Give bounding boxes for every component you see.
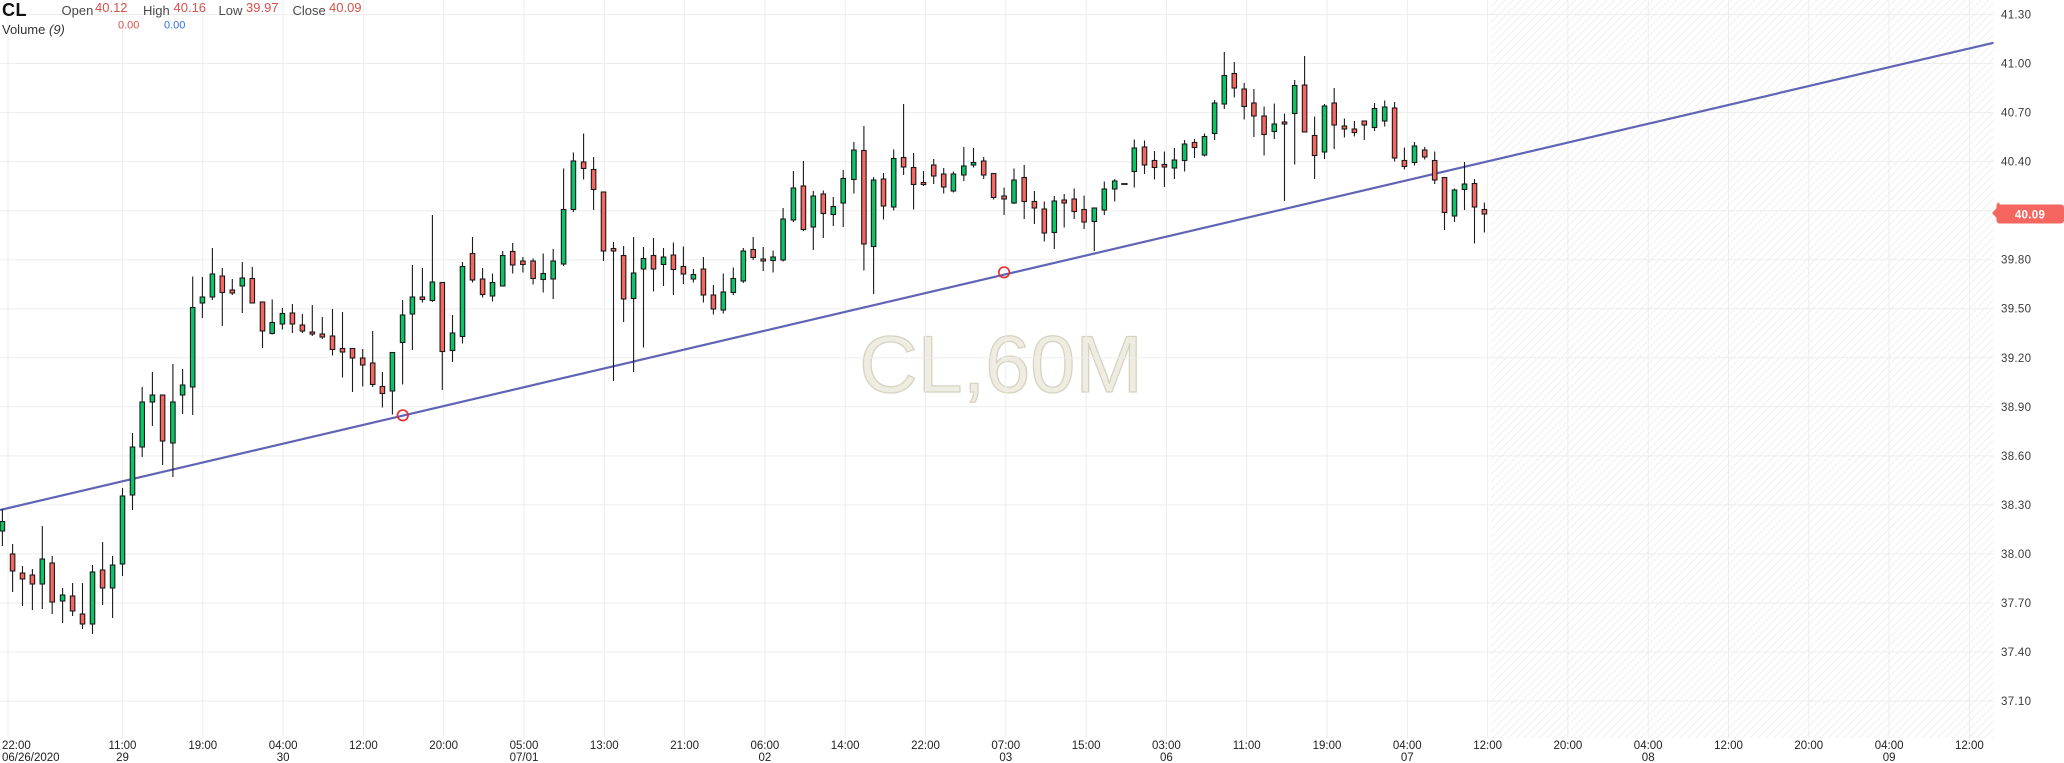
svg-text:41.30: 41.30 [2001,10,2031,22]
svg-text:02: 02 [759,752,772,763]
svg-text:07: 07 [1401,752,1414,763]
svg-text:Open: Open [62,3,94,18]
svg-text:22:00: 22:00 [911,740,940,752]
svg-text:20:00: 20:00 [1794,740,1823,752]
svg-text:04:00: 04:00 [269,740,298,752]
svg-text:06: 06 [1160,752,1173,763]
svg-text:22:00: 22:00 [2,740,31,752]
svg-text:37.40: 37.40 [2001,647,2031,659]
svg-text:03:00: 03:00 [1152,740,1181,752]
svg-text:39.97: 39.97 [246,0,279,15]
svg-text:38.30: 38.30 [2001,500,2031,512]
svg-text:40.09: 40.09 [2015,209,2045,221]
svg-text:37.70: 37.70 [2001,598,2031,610]
svg-text:08: 08 [1642,752,1655,763]
svg-text:13:00: 13:00 [590,740,619,752]
svg-text:03: 03 [999,752,1012,763]
svg-text:11:00: 11:00 [1233,740,1261,752]
svg-text:0.00: 0.00 [118,20,139,32]
svg-text:20:00: 20:00 [429,740,458,752]
svg-text:38.60: 38.60 [2001,451,2031,463]
svg-text:High: High [143,3,170,18]
svg-text:21:00: 21:00 [670,740,699,752]
svg-text:11:00: 11:00 [109,740,137,752]
svg-text:12:00: 12:00 [1473,740,1502,752]
svg-text:09: 09 [1883,752,1896,763]
svg-text:39.80: 39.80 [2001,255,2031,267]
svg-text:38.00: 38.00 [2001,549,2031,561]
svg-text:14:00: 14:00 [831,740,860,752]
svg-text:37.10: 37.10 [2001,696,2031,708]
svg-text:38.90: 38.90 [2001,402,2031,414]
svg-text:19:00: 19:00 [188,740,217,752]
svg-text:20:00: 20:00 [1554,740,1583,752]
svg-text:07/01: 07/01 [510,752,539,763]
svg-text:Low: Low [219,3,243,18]
svg-text:CL: CL [2,0,27,20]
svg-text:40.16: 40.16 [174,0,207,15]
svg-text:12:00: 12:00 [349,740,378,752]
svg-text:40.70: 40.70 [2001,108,2031,120]
svg-text:12:00: 12:00 [1955,740,1984,752]
svg-text:04:00: 04:00 [1393,740,1422,752]
svg-text:0.00: 0.00 [164,20,185,32]
svg-text:40.40: 40.40 [2001,157,2031,169]
svg-text:Close: Close [293,3,326,18]
svg-text:19:00: 19:00 [1313,740,1342,752]
svg-text:04:00: 04:00 [1875,740,1904,752]
svg-text:12:00: 12:00 [1714,740,1743,752]
svg-text:06/26/2020: 06/26/2020 [2,752,60,763]
svg-text:Volume (9): Volume (9) [2,22,65,37]
svg-text:29: 29 [116,752,129,763]
svg-text:39.50: 39.50 [2001,304,2031,316]
svg-text:CL,60M: CL,60M [859,320,1143,410]
svg-text:15:00: 15:00 [1072,740,1101,752]
svg-text:40.12: 40.12 [95,0,128,15]
svg-text:41.00: 41.00 [2001,59,2031,71]
svg-text:39.20: 39.20 [2001,353,2031,365]
svg-text:05:00: 05:00 [510,740,539,752]
svg-text:30: 30 [277,752,290,763]
svg-text:07:00: 07:00 [991,740,1020,752]
svg-text:06:00: 06:00 [751,740,780,752]
svg-text:04:00: 04:00 [1634,740,1663,752]
svg-text:40.09: 40.09 [329,0,362,15]
